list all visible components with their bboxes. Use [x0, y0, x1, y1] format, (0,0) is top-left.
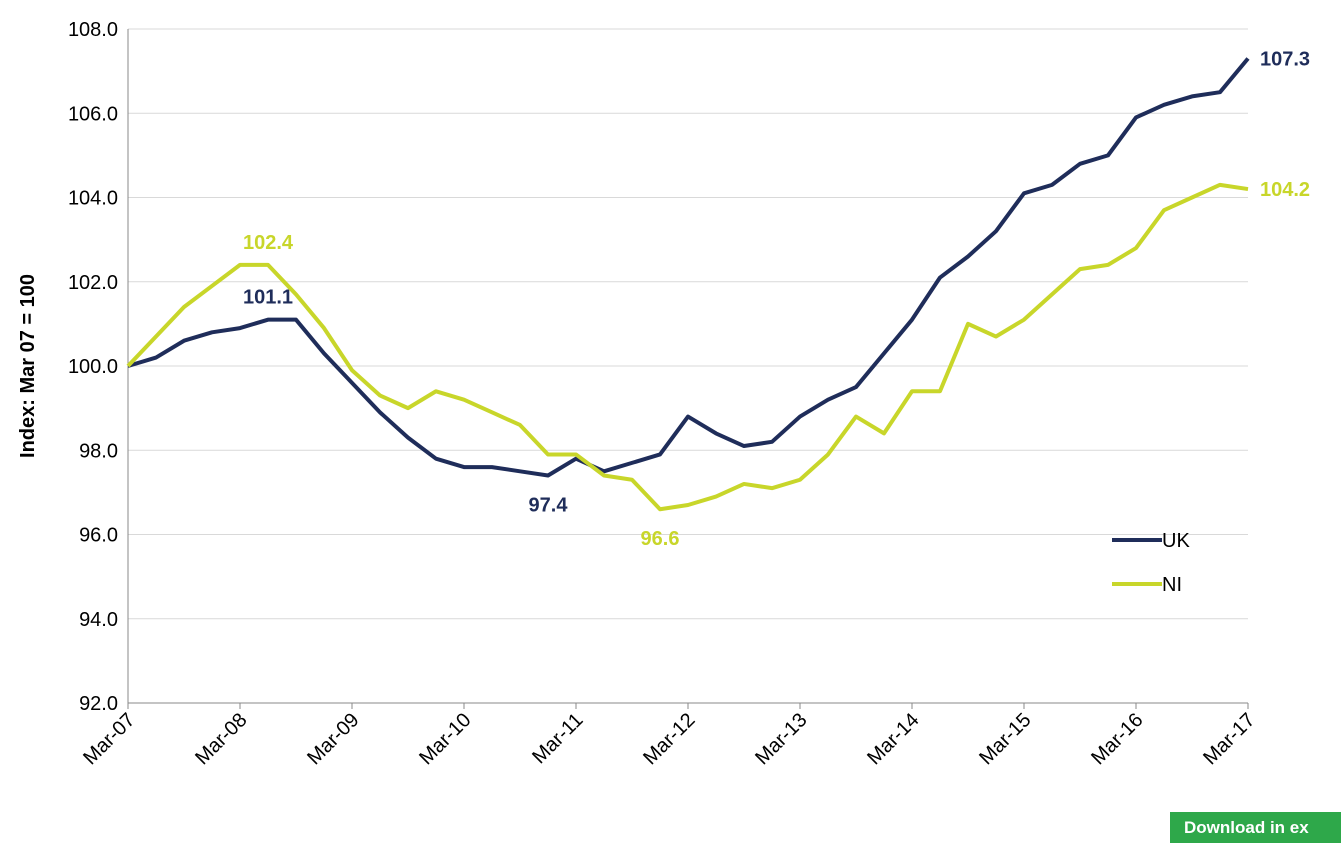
x-tick-label: Mar-09 [303, 709, 363, 769]
legend-label: NI [1162, 574, 1182, 596]
x-tick-label: Mar-10 [415, 709, 475, 769]
y-tick-label: 102.0 [68, 272, 118, 294]
y-tick-label: 98.0 [79, 440, 118, 462]
y-tick-label: 94.0 [79, 609, 118, 631]
x-tick-label: Mar-15 [975, 709, 1035, 769]
data-label: 101.1 [243, 287, 293, 309]
x-tick-label: Mar-17 [1199, 709, 1259, 769]
x-tick-label: Mar-07 [79, 709, 139, 769]
y-tick-label: 100.0 [68, 356, 118, 378]
y-tick-label: 104.0 [68, 188, 118, 210]
download-button[interactable]: Download in ex [1170, 812, 1341, 843]
x-tick-label: Mar-13 [751, 709, 811, 769]
line-series [127, 57, 1250, 478]
data-label: 102.4 [243, 232, 294, 254]
line-series [126, 182, 1249, 512]
x-tick-label: Mar-08 [191, 709, 251, 769]
x-tick-label: Mar-12 [639, 709, 699, 769]
legend-label: UK [1162, 530, 1190, 552]
y-tick-label: 92.0 [79, 693, 118, 715]
x-tick-label: Mar-11 [528, 709, 587, 768]
data-label: 104.2 [1260, 179, 1310, 201]
y-tick-label: 108.0 [68, 19, 118, 41]
y-tick-label: 106.0 [68, 103, 118, 125]
data-label: 107.3 [1260, 48, 1310, 70]
y-tick-label: 96.0 [79, 525, 118, 547]
data-label: 97.4 [529, 495, 569, 517]
y-axis-label: Index: Mar 07 = 100 [17, 274, 39, 458]
x-tick-label: Mar-14 [863, 709, 923, 769]
x-tick-label: Mar-16 [1087, 709, 1147, 769]
data-label: 96.6 [641, 528, 680, 550]
